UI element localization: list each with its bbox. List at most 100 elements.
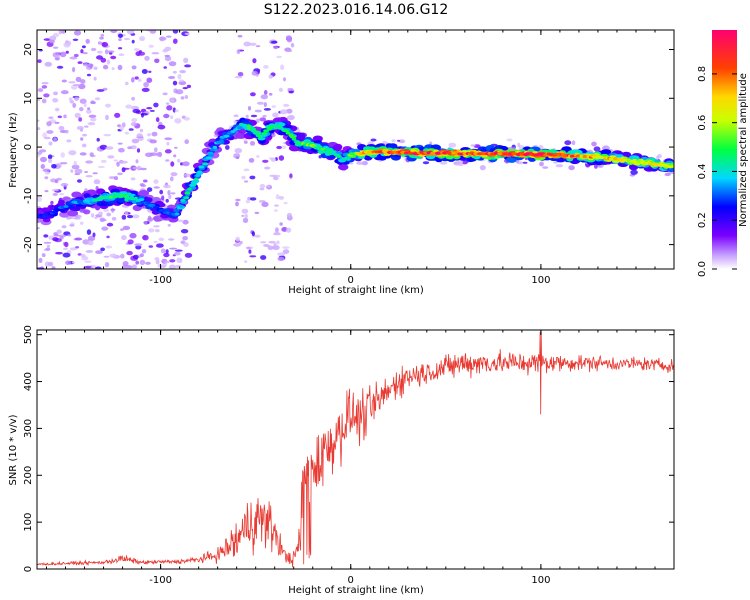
spectral-speckle — [45, 247, 51, 251]
ridge-blob — [71, 191, 82, 198]
spectral-speckle — [52, 237, 59, 242]
spectral-speckle — [92, 232, 96, 238]
spectral-speckle — [164, 149, 172, 154]
spectral-speckle — [178, 80, 187, 86]
spectral-speckle — [177, 219, 184, 222]
spectral-speckle — [120, 228, 124, 231]
spectral-speckle — [448, 142, 457, 148]
spectral-speckle — [103, 208, 109, 212]
spectral-speckle — [129, 232, 137, 239]
spectral-speckle — [168, 76, 176, 79]
spectral-speckle — [159, 36, 167, 41]
ridge-blob — [320, 147, 326, 151]
spectral-speckle — [120, 160, 128, 164]
spectral-speckle — [160, 248, 166, 254]
spectral-speckle — [94, 97, 101, 101]
spectral-speckle — [279, 109, 288, 115]
ridge-blob — [202, 162, 209, 166]
ridge-blob — [63, 204, 69, 208]
spectral-speckle — [270, 40, 278, 44]
spectral-speckle — [113, 159, 118, 162]
spectral-speckle — [79, 210, 88, 213]
spectral-speckle — [263, 102, 267, 108]
spectral-speckle — [87, 235, 96, 241]
spectral-speckle — [79, 152, 87, 156]
ridge-blob — [291, 137, 297, 141]
spectral-speckle — [60, 90, 69, 95]
spectral-speckle — [179, 79, 185, 82]
spectral-speckle — [276, 145, 282, 150]
spectral-speckle — [361, 160, 368, 166]
figure-title: S122.2023.016.14.06.G12 — [264, 2, 449, 18]
spectral-speckle — [44, 176, 49, 180]
spectral-speckle — [286, 38, 292, 43]
spectral-speckle — [163, 184, 171, 189]
spectral-speckle — [149, 139, 157, 144]
colorbar-ticks: 0.0 0.2 0.4 0.6 0.8 — [697, 66, 737, 277]
spectral-speckle — [111, 67, 115, 70]
spectral-speckle — [102, 64, 109, 70]
y-tick-label: 500 — [23, 325, 34, 344]
spectral-speckle — [170, 176, 174, 182]
spectral-speckle — [37, 127, 41, 131]
spectral-speckle — [127, 239, 134, 245]
y-tick-label: 200 — [23, 466, 34, 485]
spectral-speckle — [131, 65, 137, 70]
spectral-speckle — [85, 38, 90, 44]
spectral-speckle — [46, 244, 51, 248]
spectral-speckle — [54, 121, 60, 124]
spectral-speckle — [37, 88, 44, 93]
ridge-blob — [285, 131, 291, 135]
ridge-blob — [83, 193, 91, 199]
colorbar-tick-label: 0.2 — [697, 212, 708, 228]
spectral-speckle — [40, 164, 45, 169]
ridge-blob — [261, 132, 268, 135]
spectral-speckle — [143, 179, 148, 183]
spectral-speckle — [96, 89, 105, 92]
spectral-speckle — [155, 117, 160, 123]
spectral-speckle — [479, 165, 486, 171]
spectral-speckle — [281, 246, 290, 249]
spectral-speckle — [51, 188, 59, 192]
spectral-speckle — [41, 98, 47, 104]
ridge-blob — [246, 124, 251, 128]
spectral-speckle — [93, 179, 101, 185]
spectral-speckle — [281, 145, 287, 150]
spectral-speckle — [593, 146, 601, 152]
ridge-blob — [207, 151, 214, 155]
spectral-speckle — [124, 210, 129, 215]
spectral-speckle — [370, 138, 377, 142]
spectral-speckle — [40, 156, 47, 163]
spectral-speckle — [154, 229, 160, 233]
spectral-speckle — [131, 96, 136, 101]
ridge-blob — [180, 198, 186, 202]
spectral-speckle — [41, 253, 46, 258]
spectral-speckle — [174, 251, 181, 256]
spectral-speckle — [97, 165, 106, 169]
spectral-speckle — [166, 141, 170, 146]
spectral-speckle — [117, 172, 123, 176]
spectral-speckle — [391, 139, 396, 143]
ridge-blob — [205, 156, 213, 160]
spectral-speckle — [356, 161, 364, 165]
spectral-speckle — [73, 217, 81, 220]
spectral-speckle — [59, 193, 64, 196]
spectral-speckle — [60, 152, 65, 158]
spectral-speckle — [225, 145, 230, 150]
ridge-blob — [113, 195, 118, 199]
spectral-speckle — [172, 30, 179, 34]
spectral-speckle — [125, 104, 133, 109]
spectral-speckle — [249, 175, 256, 180]
spectral-speckle — [66, 139, 72, 143]
spectral-speckle — [564, 140, 572, 146]
spectral-speckle — [49, 39, 55, 44]
spectral-speckle — [42, 168, 51, 172]
spectral-speckle — [262, 114, 267, 118]
spectral-speckle — [250, 92, 256, 97]
spectral-speckle — [146, 187, 153, 193]
spectral-speckle — [71, 164, 80, 170]
ridge-blob — [235, 132, 247, 139]
spectral-speckle — [84, 188, 88, 192]
spectral-speckle — [251, 231, 255, 237]
spectral-speckle — [183, 173, 192, 178]
